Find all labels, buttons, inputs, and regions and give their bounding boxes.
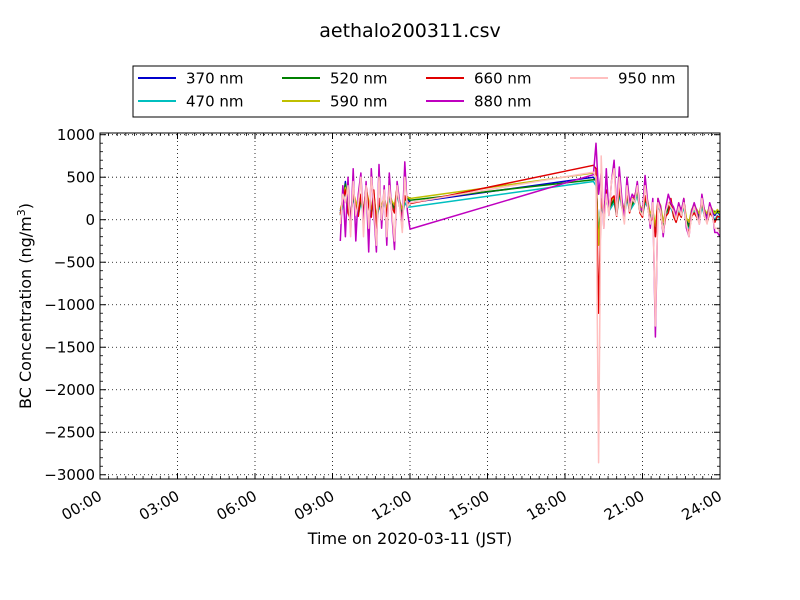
series-line-950-nm [339, 155, 720, 464]
x-axis-label: Time on 2020-03-11 (JST) [307, 529, 512, 548]
y-tick-label: −2500 [44, 424, 95, 442]
y-tick-label: −1000 [44, 296, 95, 314]
legend-label: 370 nm [186, 70, 244, 88]
y-axis-label-superscript: 3 [15, 209, 28, 216]
chart-title: aethalo200311.csv [319, 20, 501, 42]
y-tick-label: −3000 [44, 466, 95, 484]
y-tick-label: −1500 [44, 339, 95, 357]
y-tick-labels: 1000 500 0 −500 −1000 −1500 −2000 −2500 −3000 [44, 126, 95, 484]
legend-frame [132, 65, 689, 118]
legend-label: 950 nm [618, 70, 676, 88]
legend-label: 470 nm [186, 93, 244, 111]
y-tick-label: 500 [66, 169, 95, 187]
plot-series-group [339, 142, 720, 464]
legend-entries: 370 nm 470 nm 520 nm 590 nm 660 nm 880 nm 950 … [138, 70, 676, 111]
y-tick-label: 0 [85, 211, 95, 229]
legend-label: 880 nm [474, 93, 532, 111]
y-axis-label-main: BC Concentration (ng/m [16, 216, 35, 409]
y-tick-label: −2000 [44, 381, 95, 399]
legend-label: 520 nm [330, 70, 388, 88]
y-tick-label: 1000 [57, 126, 95, 144]
legend-label: 590 nm [330, 93, 388, 111]
legend-label: 660 nm [474, 70, 532, 88]
axis-ticks [99, 133, 721, 479]
y-axis-label-close: ) [16, 203, 35, 209]
y-tick-label: −500 [54, 254, 95, 272]
y-axis-label: BC Concentration (ng/m3) [15, 203, 35, 409]
legend: 370 nm 470 nm 520 nm 590 nm 660 nm 880 nm 950 … [132, 65, 689, 118]
